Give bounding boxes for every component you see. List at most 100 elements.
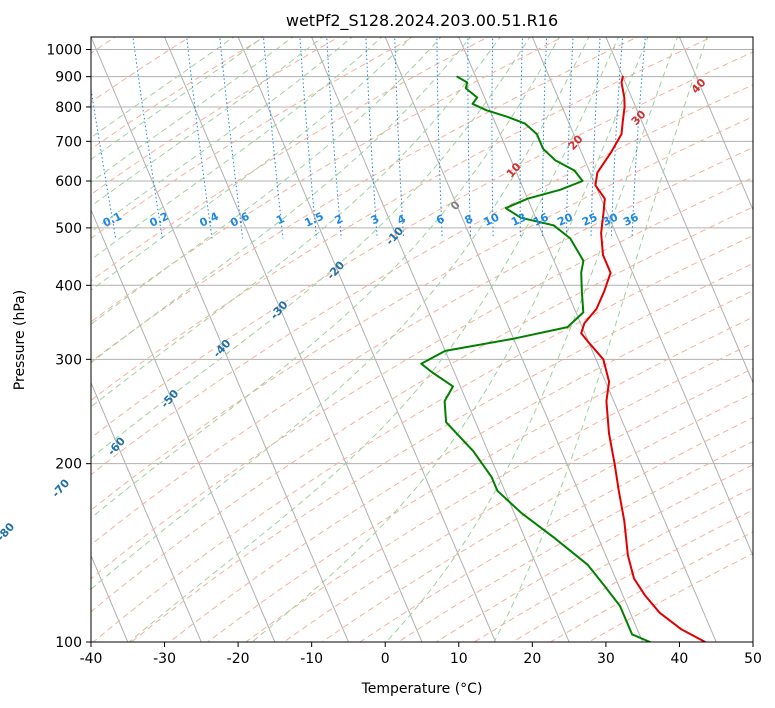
x-tick-label: -40 [80, 651, 103, 667]
mixing-ratio-line [394, 37, 405, 239]
mixing-ratio-line [326, 37, 342, 239]
moist-adiabat-line [385, 37, 679, 642]
plot-frame [90, 36, 754, 643]
x-tick-label: 30 [597, 651, 615, 667]
dry-adiabat-line [91, 37, 490, 282]
mixing-ratio-label: 13 [509, 211, 528, 229]
dry-adiabat-line [91, 146, 753, 546]
mixing-ratio-line [467, 37, 472, 239]
chart-title: wetPf2_S128.2024.203.00.51.R16 [286, 11, 558, 31]
mixing-ratio-line [519, 37, 523, 239]
dry-adiabat-line [91, 84, 753, 476]
mixing-ratio-line [590, 37, 601, 239]
y-tick-label: 100 [55, 635, 82, 651]
x-tick-label: 20 [523, 651, 541, 667]
dry-adiabat-line [91, 37, 639, 363]
mixing-ratio-line [299, 37, 318, 239]
isotherm-line [678, 37, 753, 212]
mixing-ratio-line [610, 37, 624, 239]
y-tick-label: 700 [55, 134, 82, 150]
y-axis-title: Pressure (hPa) [12, 290, 28, 390]
moist-adiabat-line [91, 37, 265, 161]
dry-adiabat-line [91, 206, 753, 613]
mixing-ratio-line [491, 37, 494, 239]
isotherm-line [91, 208, 276, 642]
isotherm-line [237, 37, 497, 642]
isotherm-line [531, 37, 753, 557]
moist-adiabat-line [91, 37, 560, 519]
moist-adiabat-line [91, 37, 442, 325]
x-tick-label: -20 [227, 651, 250, 667]
mixing-ratio-line [565, 37, 574, 239]
mixing-ratio-label: 16 [531, 210, 551, 228]
mixing-ratio-line [262, 37, 284, 239]
isotherm-line [752, 37, 753, 39]
moist-adiabat-line [91, 37, 531, 459]
x-tick-label: 0 [381, 651, 390, 667]
x-tick-label: 50 [744, 651, 762, 667]
dry-adiabat-line [91, 37, 266, 150]
moist-adiabat-line [91, 37, 294, 183]
mixing-ratio-line [541, 37, 548, 239]
moist-adiabat-line [251, 37, 649, 642]
moist-adiabat-line [91, 37, 324, 207]
dry-adiabat-line [321, 392, 753, 642]
reference-lines-layer [91, 37, 753, 642]
y-tick-label: 600 [55, 174, 82, 190]
dry-adiabat-line [91, 37, 415, 239]
dry-adiabat-line [91, 37, 340, 196]
isotherm-line [311, 37, 570, 642]
y-tick-label: 200 [55, 457, 82, 473]
mixing-ratio-line [186, 37, 213, 239]
dewpoint-profile-line [420, 75, 651, 642]
isotherm-label: -80 [0, 520, 17, 544]
x-tick-label: 10 [450, 651, 468, 667]
isotherm-line [384, 37, 644, 642]
mixing-ratio-label: 30 [601, 210, 621, 228]
moist-adiabat-line [91, 37, 235, 139]
axes-layer: -40 -30 -20 -10 0 10 20 30 40 50 100 200 300 400 500 60… [46, 43, 762, 667]
temperature-profile-line [580, 75, 707, 642]
isotherm-line [91, 381, 202, 642]
x-axis-title: Temperature (°C) [361, 681, 483, 697]
isotherm-line [91, 37, 349, 642]
x-tick-label: -30 [153, 651, 176, 667]
grid-layer [0, 35, 753, 656]
moist-adiabat-line [91, 37, 383, 261]
mixing-ratio-line [631, 37, 646, 239]
mixing-ratio-line [365, 37, 378, 239]
y-tick-label: 300 [55, 352, 82, 368]
y-tick-label: 800 [55, 100, 82, 116]
y-tick-label: 1000 [46, 43, 82, 59]
data-series-layer [420, 75, 707, 642]
dry-adiabat-line [91, 51, 753, 439]
mixing-ratio-label: 20 [555, 210, 575, 228]
y-tick-label: 400 [55, 278, 82, 294]
dry-adiabat-line [91, 177, 753, 580]
isotherm-label: -70 [49, 476, 72, 500]
moist-adiabat-line [91, 37, 501, 408]
mixing-ratio-line [132, 37, 163, 239]
dry-adiabat-line [207, 316, 753, 642]
y-tick-label: 500 [55, 221, 82, 237]
isotherm-line [605, 37, 753, 384]
mixing-ratio-label: 36 [621, 210, 641, 228]
mixing-ratio-label: 10 [482, 210, 502, 228]
plot-area [91, 37, 753, 642]
isotherm-line [164, 37, 423, 642]
dry-adiabat-line [131, 262, 753, 642]
mixing-ratio-line [436, 37, 443, 239]
moist-adiabat-line [91, 37, 472, 364]
dry-adiabat-line [91, 37, 564, 323]
y-tick-label: 900 [55, 70, 82, 86]
x-tick-label: -10 [300, 651, 323, 667]
moist-adiabat-line [128, 37, 620, 642]
moist-adiabat-line [493, 37, 708, 642]
dry-adiabat-line [245, 342, 753, 642]
mixing-ratio-label: 25 [580, 211, 599, 229]
dry-adiabat-line [91, 37, 714, 401]
isotherm-line [0, 35, 60, 656]
moist-adiabat-line [91, 37, 412, 291]
